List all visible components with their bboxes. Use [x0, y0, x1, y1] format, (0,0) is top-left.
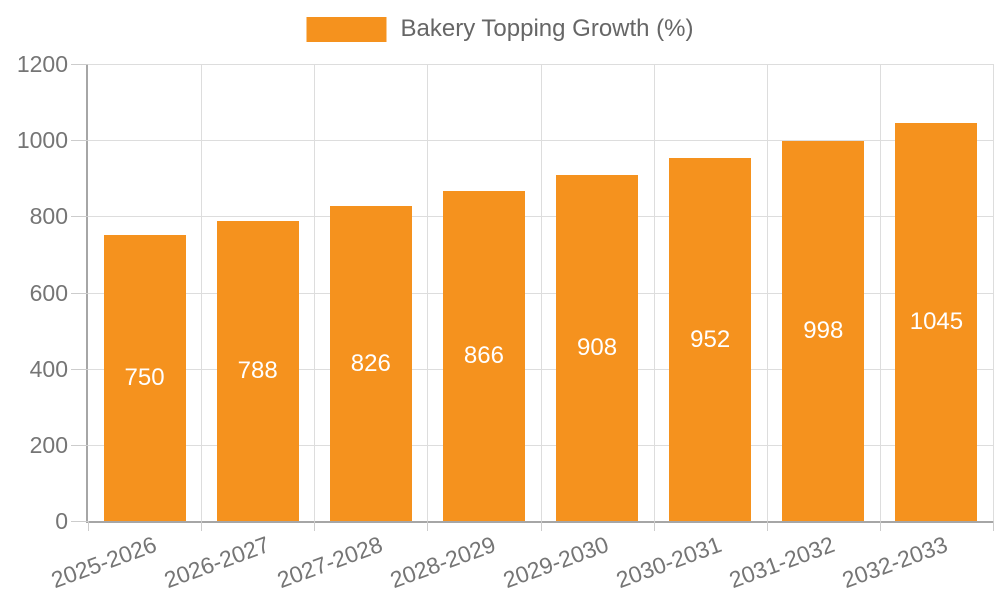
x-tick [993, 521, 994, 531]
x-axis-label: 2028-2029 [386, 531, 499, 594]
x-gridline [314, 64, 316, 521]
y-axis-label: 1200 [16, 51, 68, 77]
x-gridline [766, 64, 768, 521]
bar-value-label: 908 [577, 334, 618, 362]
bar-value-label: 998 [803, 316, 844, 344]
x-axis-label: 2027-2028 [273, 531, 386, 594]
x-gridline [201, 64, 203, 521]
bar: 826 [329, 206, 412, 521]
x-gridline [427, 64, 429, 521]
y-tick [71, 140, 88, 142]
x-tick [766, 521, 768, 531]
bar-value-label: 952 [690, 325, 731, 353]
x-tick [427, 521, 429, 531]
y-axis-label: 800 [29, 203, 68, 230]
x-tick [653, 521, 655, 531]
x-axis-label: 2030-2031 [612, 531, 726, 594]
y-axis-label: 1000 [16, 127, 68, 154]
bar: 998 [782, 140, 865, 521]
plot-area: 0 200 400 600 800 1000 1200 750 2025-2026 788 2026… [17, 51, 994, 593]
y-tick [71, 64, 88, 65]
x-gridline [540, 64, 542, 521]
y-tick [71, 521, 88, 522]
x-axis-label: 2029-2030 [499, 531, 612, 594]
y-tick [71, 292, 88, 294]
x-gridline [879, 64, 881, 521]
x-axis-label: 2025-2026 [47, 531, 160, 594]
bar-value-label: 826 [350, 349, 391, 377]
legend[interactable]: Bakery Topping Growth (%) [306, 15, 694, 43]
bar: 750 [103, 235, 186, 521]
y-axis-label: 600 [29, 279, 68, 306]
bar: 952 [669, 158, 752, 521]
bar: 788 [216, 220, 299, 521]
y-axis-label: 0 [55, 508, 68, 534]
y-tick [71, 216, 88, 218]
bar-value-label: 1045 [909, 308, 964, 336]
bar-value-label: 788 [237, 356, 278, 384]
x-tick [314, 521, 316, 531]
x-gridline [653, 64, 655, 521]
x-axis-label: 2032-2033 [839, 531, 952, 594]
y-axis-label: 200 [29, 431, 68, 458]
x-axis-label: 2026-2027 [160, 531, 273, 594]
bar-value-label: 866 [463, 342, 504, 370]
y-tick [71, 444, 88, 446]
bar: 908 [556, 175, 639, 521]
bar: 866 [442, 191, 525, 521]
legend-label: Bakery Topping Growth (%) [400, 15, 694, 42]
y-axis-label: 400 [29, 355, 68, 382]
x-axis-label: 2031-2032 [725, 531, 839, 594]
bar-value-label: 750 [124, 364, 165, 392]
bar: 1045 [895, 123, 978, 521]
y-tick [71, 368, 88, 370]
legend-swatch-icon [306, 16, 387, 42]
x-gridline [993, 64, 994, 521]
x-tick [540, 521, 542, 531]
x-tick [201, 521, 203, 531]
x-tick [88, 521, 89, 531]
x-tick [879, 521, 881, 531]
